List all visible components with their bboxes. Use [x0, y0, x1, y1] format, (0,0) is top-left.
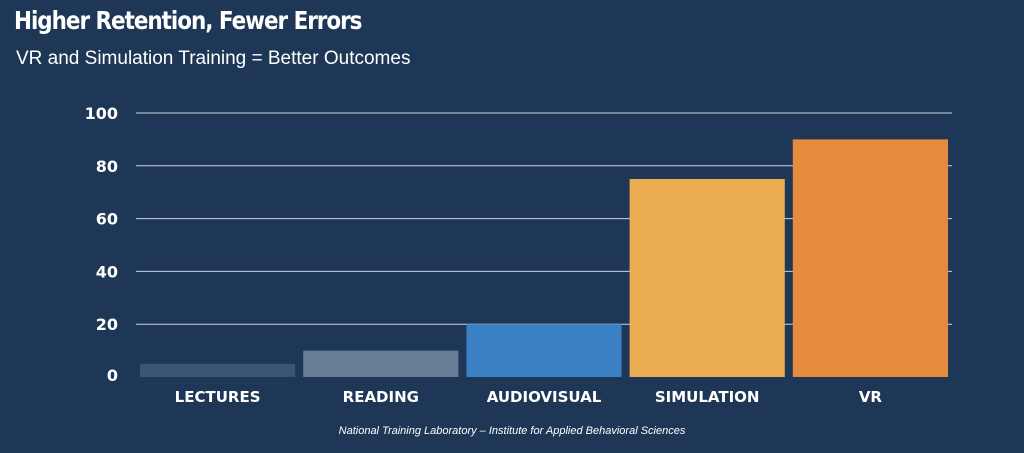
x-category-label: AUDIOVISUAL: [487, 388, 602, 406]
y-tick-label: 100: [85, 104, 118, 123]
x-category-label: READING: [343, 388, 419, 406]
bar-audiovisual: [466, 324, 622, 377]
chart-subtitle: VR and Simulation Training = Better Outc…: [16, 48, 411, 69]
x-category-label: SIMULATION: [655, 388, 760, 406]
bar-lectures: [140, 363, 296, 377]
y-tick-label: 0: [107, 366, 118, 385]
y-tick-label: 80: [96, 157, 118, 176]
bars: [140, 139, 948, 377]
bar-reading: [303, 350, 459, 377]
source-note: National Training Laboratory – Institute…: [338, 425, 686, 437]
y-tick-label: 20: [96, 315, 118, 334]
x-category-label: LECTURES: [175, 388, 261, 406]
y-tick-label: 60: [96, 210, 118, 229]
chart-title: Higher Retention, Fewer Errors: [14, 6, 362, 35]
bar-vr: [792, 139, 948, 377]
x-category-label: VR: [859, 388, 883, 406]
y-axis-ticks: 0 20 40 60 80 100: [85, 104, 118, 385]
y-tick-label: 40: [96, 262, 118, 281]
x-axis-categories: LECTURES READING AUDIOVISUAL SIMULATION VR: [175, 388, 883, 406]
bar-simulation: [629, 179, 785, 377]
